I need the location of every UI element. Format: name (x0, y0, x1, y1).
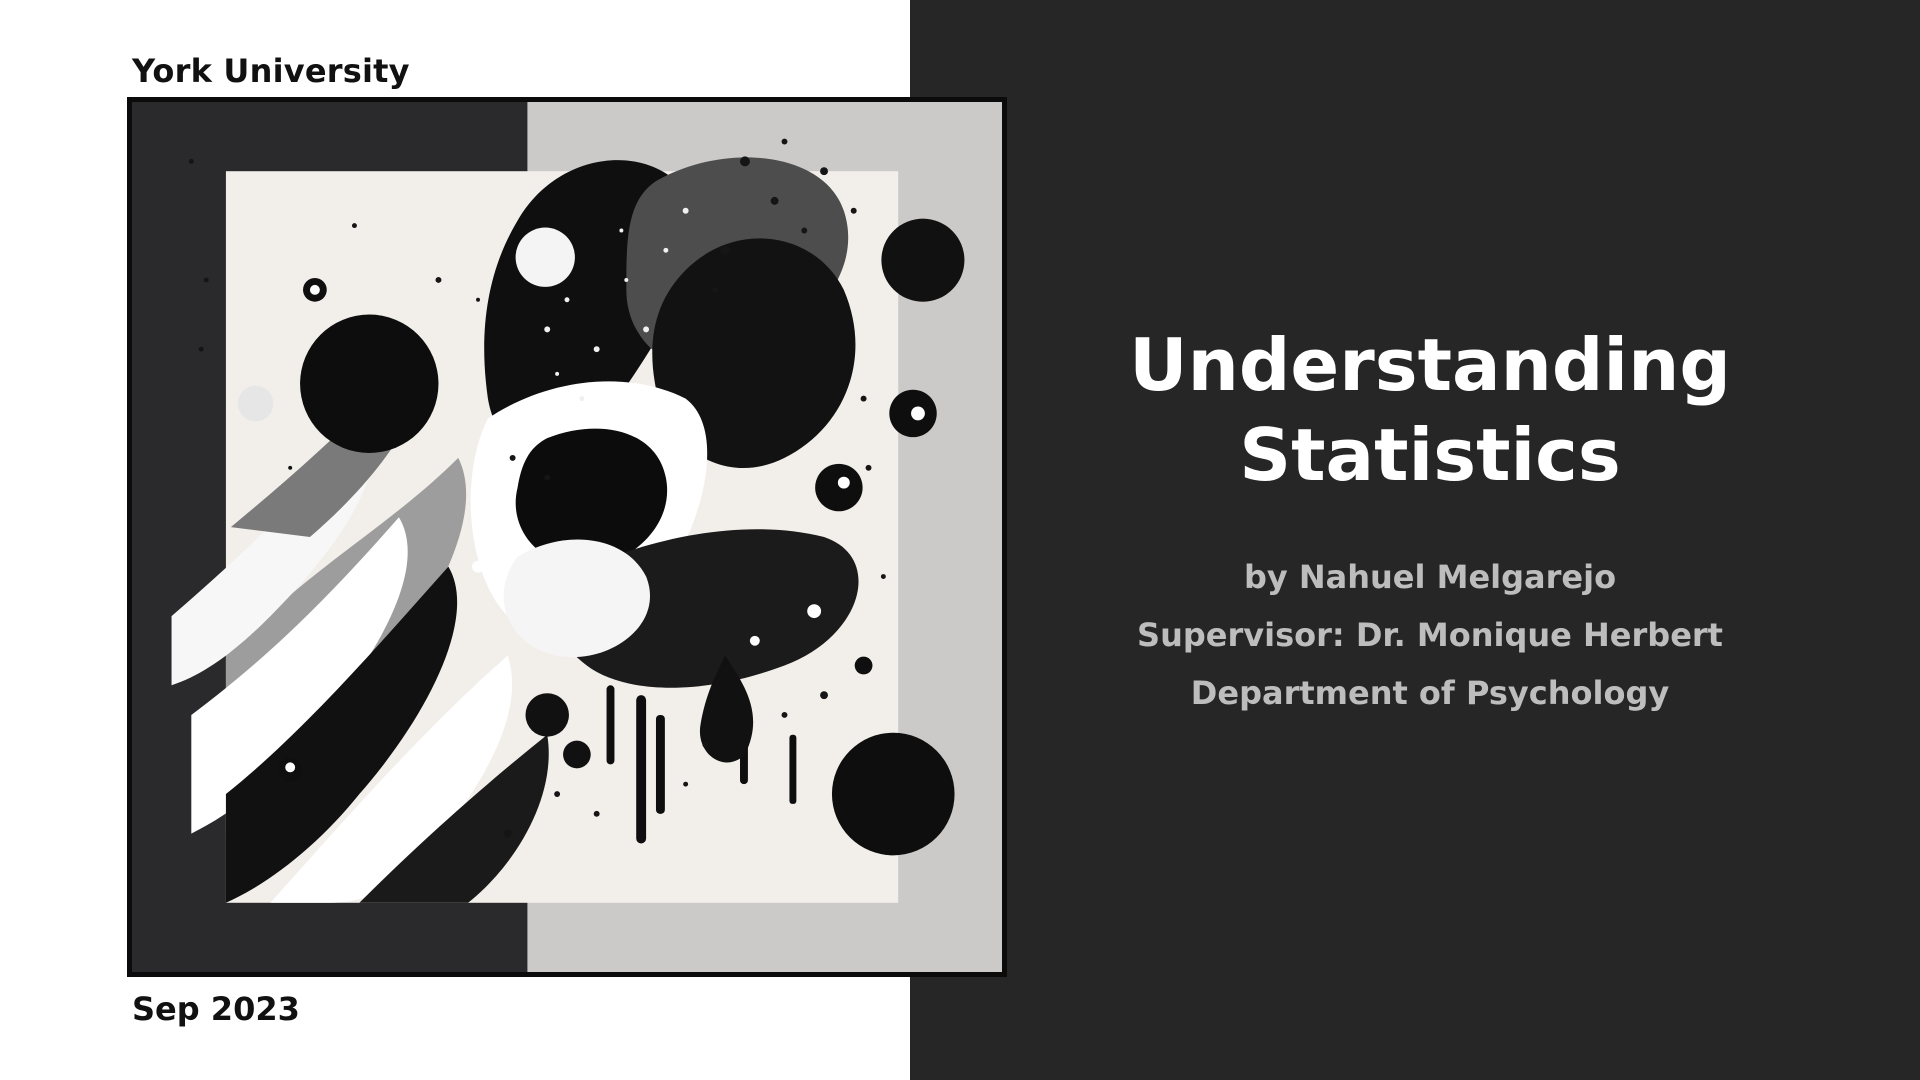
title-line-2: Statistics (1239, 413, 1621, 497)
abstract-art-image (127, 97, 1007, 977)
date-label: Sep 2023 (132, 990, 300, 1028)
department-line: Department of Psychology (1190, 674, 1670, 712)
dark-panel (910, 0, 1920, 1080)
supervisor-line: Supervisor: Dr. Monique Herbert (1137, 616, 1723, 654)
institution-label: York University (132, 52, 410, 90)
slide-title: Understanding Statistics (1090, 320, 1770, 500)
abstract-art-svg (132, 102, 1002, 972)
title-line-1: Understanding (1129, 323, 1731, 407)
slide-meta: by Nahuel Melgarejo Supervisor: Dr. Moni… (1090, 548, 1770, 722)
author-line: by Nahuel Melgarejo (1243, 558, 1617, 596)
